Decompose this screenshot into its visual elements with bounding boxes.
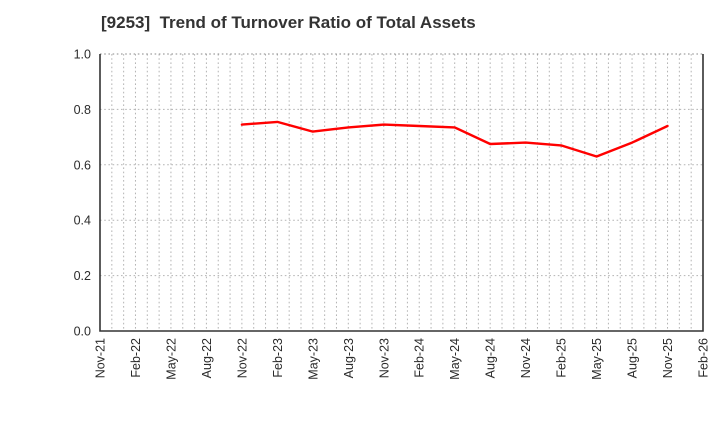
- x-tick-label: Aug-23: [342, 338, 356, 378]
- x-tick-label: Nov-24: [519, 338, 533, 378]
- x-tick-label: Feb-25: [555, 338, 569, 378]
- x-tick-label: Nov-22: [235, 338, 249, 378]
- y-tick-label: 1.0: [74, 48, 91, 62]
- y-tick-label: 0.4: [74, 214, 91, 228]
- x-tick-label: Nov-23: [377, 338, 391, 378]
- x-tick-label: May-22: [164, 338, 178, 380]
- series-line-turnover-ratio: [240, 120, 669, 158]
- x-tick-label: May-25: [590, 338, 604, 380]
- x-tick-label: May-24: [448, 338, 462, 380]
- x-tick-label: Feb-24: [413, 338, 427, 378]
- x-tick-label: Feb-22: [129, 338, 143, 378]
- y-tick-label: 0.8: [74, 103, 91, 117]
- y-tick-label: 0.0: [74, 325, 91, 339]
- chart-title: [9253] Trend of Turnover Ratio of Total …: [101, 13, 476, 32]
- x-tick-label: Aug-22: [200, 338, 214, 378]
- y-tick-label: 0.6: [74, 158, 91, 172]
- y-tick-label: 0.2: [74, 269, 91, 283]
- x-tick-label: Feb-23: [271, 338, 285, 378]
- x-tick-label: Feb-26: [697, 338, 711, 378]
- axis-spines: [99, 54, 704, 332]
- x-tick-label: Aug-24: [484, 338, 498, 378]
- x-tick-label: Aug-25: [626, 338, 640, 378]
- x-tick-label: May-23: [306, 338, 320, 380]
- x-tick-label: Nov-25: [661, 338, 675, 378]
- x-tick-label: Nov-21: [94, 338, 108, 378]
